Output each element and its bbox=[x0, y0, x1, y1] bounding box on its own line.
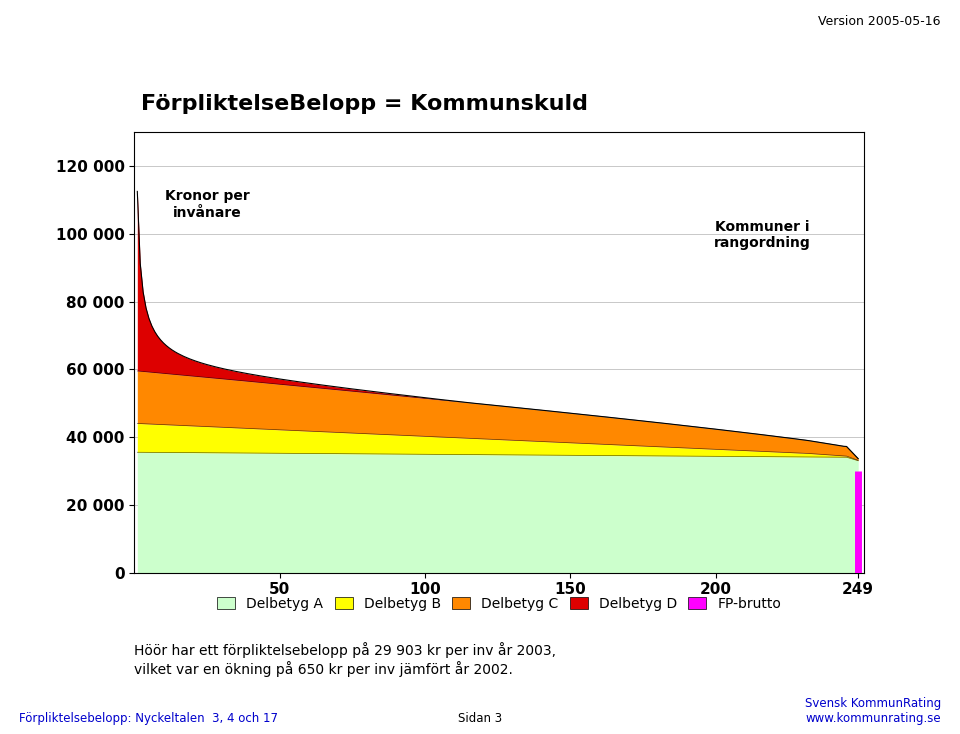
Text: Höör har ett förpliktelsebelopp på 29 903 kr per inv år 2003,
vilket var en ökni: Höör har ett förpliktelsebelopp på 29 90… bbox=[134, 642, 557, 677]
Text: Kronor per
invånare: Kronor per invånare bbox=[165, 189, 250, 219]
Text: Svensk KommunRating
www.kommunrating.se: Svensk KommunRating www.kommunrating.se bbox=[804, 697, 941, 725]
Text: Version 2005-05-16: Version 2005-05-16 bbox=[818, 15, 941, 28]
Text: FörpliktelseBelopp = Kommunskuld: FörpliktelseBelopp = Kommunskuld bbox=[141, 94, 588, 114]
Text: Förpliktelsebelopp: Nyckeltalen  3, 4 och 17: Förpliktelsebelopp: Nyckeltalen 3, 4 och… bbox=[19, 712, 278, 725]
Text: Kommuner i
rangordning: Kommuner i rangordning bbox=[713, 220, 810, 250]
Text: Sidan 3: Sidan 3 bbox=[458, 712, 502, 725]
Legend: Delbetyg A, Delbetyg B, Delbetyg C, Delbetyg D, FP-brutto: Delbetyg A, Delbetyg B, Delbetyg C, Delb… bbox=[212, 591, 786, 617]
